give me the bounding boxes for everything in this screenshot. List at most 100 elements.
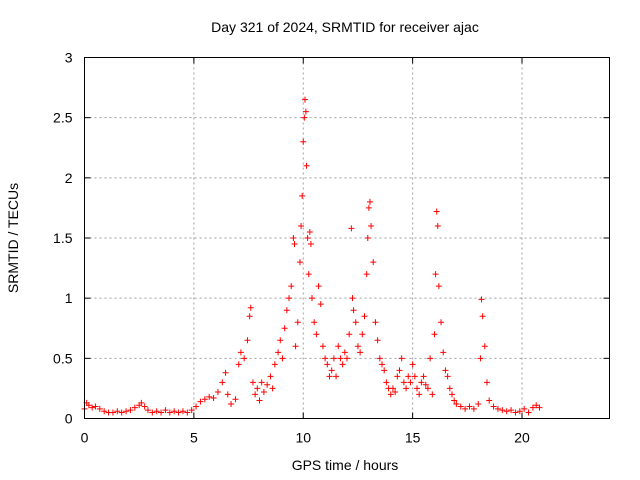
data-point [346, 331, 353, 338]
data-point [389, 385, 396, 392]
data-point [368, 222, 375, 229]
data-point [206, 393, 213, 400]
data-point [131, 404, 138, 411]
data-point [267, 373, 274, 380]
data-point [288, 283, 295, 290]
data-point [359, 331, 366, 338]
data-point [101, 408, 108, 415]
data-point [366, 198, 373, 205]
y-tick-label: 2 [65, 170, 73, 186]
data-point [512, 409, 519, 416]
x-tick-label: 10 [295, 430, 311, 446]
data-point [440, 349, 447, 356]
data-point [303, 162, 310, 169]
data-point [416, 391, 423, 398]
x-tick-label: 0 [81, 430, 89, 446]
data-point [294, 319, 301, 326]
data-point [381, 367, 388, 374]
chart-title: Day 321 of 2024, SRMTID for receiver aja… [211, 19, 479, 35]
data-point [392, 389, 399, 396]
data-point [365, 204, 372, 211]
data-point [516, 408, 523, 415]
data-point [281, 325, 288, 332]
data-point [298, 222, 305, 229]
data-point [322, 355, 329, 362]
data-point [364, 235, 371, 241]
data-point [279, 355, 286, 362]
x-tick-label: 20 [514, 430, 530, 446]
data-point [424, 385, 431, 392]
data-point [302, 96, 308, 103]
data-point [315, 283, 322, 290]
data-point [241, 355, 248, 362]
data-point [478, 296, 485, 303]
data-point [525, 409, 532, 416]
data-point [420, 373, 427, 380]
data-point [429, 391, 436, 398]
data-point [435, 283, 442, 290]
data-point [188, 407, 195, 414]
data-point [141, 403, 148, 410]
data-point [470, 405, 477, 412]
data-point [258, 379, 265, 386]
data-point [302, 108, 309, 115]
data-point [411, 373, 418, 380]
data-point [304, 235, 311, 241]
data-point [407, 379, 414, 386]
data-point [521, 405, 528, 412]
data-point [324, 361, 331, 368]
data-point [387, 391, 394, 398]
data-point [434, 222, 441, 229]
data-point [383, 379, 390, 386]
data-point [247, 304, 254, 311]
data-point [453, 401, 460, 408]
data-point [306, 228, 313, 235]
data-point [379, 361, 385, 368]
data-point [438, 319, 445, 326]
data-point [299, 192, 306, 199]
data-point [244, 337, 251, 344]
data-point [260, 389, 267, 396]
data-point [249, 379, 256, 386]
data-point [499, 407, 506, 414]
data-point [283, 307, 290, 314]
data-point [309, 295, 315, 302]
data-point [462, 405, 469, 412]
data-point [339, 361, 346, 368]
grid-lines [84, 57, 610, 419]
data-point [457, 403, 464, 410]
data-point [235, 361, 242, 368]
data-point [219, 379, 226, 386]
data-point [348, 225, 355, 232]
data-point [291, 241, 298, 248]
data-point [427, 355, 434, 362]
data-point [361, 313, 368, 320]
data-point [89, 404, 96, 411]
data-point [222, 369, 229, 376]
data-point [252, 391, 259, 398]
data-point [405, 373, 412, 380]
data-point [330, 355, 337, 362]
y-tick-label: 2.5 [53, 110, 73, 126]
data-point [400, 379, 407, 386]
data-point [503, 408, 510, 415]
data-point [414, 385, 420, 392]
data-point [127, 407, 134, 414]
data-point [300, 138, 307, 145]
y-tick-label: 0.5 [53, 350, 73, 366]
data-point [118, 409, 125, 416]
data-point [481, 343, 488, 350]
data-point [269, 385, 276, 392]
data-point [123, 408, 130, 415]
data-point [444, 373, 451, 380]
data-point [442, 367, 449, 374]
data-point [376, 355, 383, 362]
data-point [449, 391, 455, 398]
x-tick-label: 5 [190, 430, 198, 446]
data-point [479, 313, 486, 320]
data-point [162, 407, 169, 414]
data-point [271, 361, 278, 368]
data-point [179, 408, 186, 415]
x-axis-label: GPS time / hours [292, 457, 399, 473]
data-point [422, 381, 429, 388]
